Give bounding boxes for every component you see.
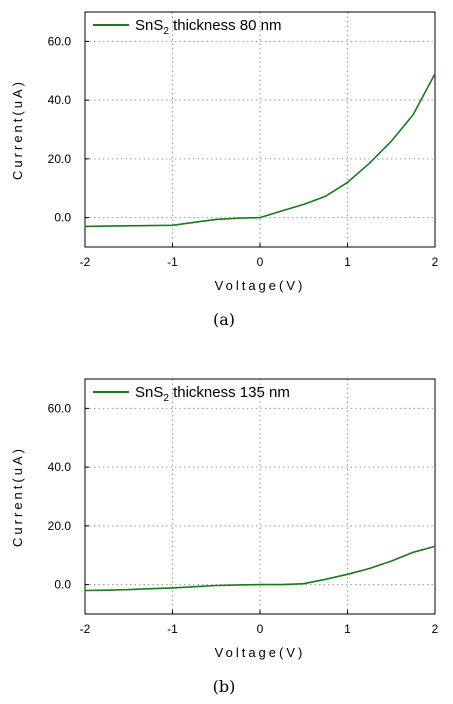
x-tick-label: 1 xyxy=(344,622,351,636)
x-tick-label: -2 xyxy=(80,622,91,636)
x-tick-label: 1 xyxy=(344,255,351,269)
panel-caption: (b) xyxy=(213,677,236,696)
x-axis-label: Voltage(V) xyxy=(215,645,306,660)
y-tick-label: 40.0 xyxy=(48,460,72,474)
chart-panel-1: -2 -1 0 1 20.020.040.060.0Voltage(V)Current(… xyxy=(10,378,439,696)
series-line xyxy=(84,73,436,228)
y-axis-label: Current(uA) xyxy=(10,79,25,180)
x-tick-label: 2 xyxy=(432,255,439,269)
y-tick-label: 20.0 xyxy=(48,152,72,166)
x-tick-label: -1 xyxy=(167,255,178,269)
y-tick-label: 60.0 xyxy=(48,34,72,48)
legend-label: SnS2 thickness 135 nm xyxy=(135,384,290,404)
y-tick-label: 20.0 xyxy=(48,519,72,533)
x-tick-label: 2 xyxy=(432,622,439,636)
series-line xyxy=(84,545,436,592)
x-tick-label: -1 xyxy=(167,622,178,636)
y-axis-label: Current(uA) xyxy=(10,446,25,547)
panel-caption: (a) xyxy=(213,310,235,329)
legend-label: SnS2 thickness 80 nm xyxy=(135,17,281,37)
x-tick-label: -2 xyxy=(80,255,91,269)
y-tick-label: 60.0 xyxy=(48,401,72,415)
y-tick-label: 40.0 xyxy=(48,93,72,107)
x-axis-label: Voltage(V) xyxy=(215,278,306,293)
y-tick-label: 0.0 xyxy=(54,211,71,225)
x-tick-label: 0 xyxy=(257,255,264,269)
x-tick-label: 0 xyxy=(257,622,264,636)
chart-panel-0: -2 -1 0 1 20.020.040.060.0Voltage(V)Current(… xyxy=(10,11,439,329)
y-tick-label: 0.0 xyxy=(54,578,71,592)
